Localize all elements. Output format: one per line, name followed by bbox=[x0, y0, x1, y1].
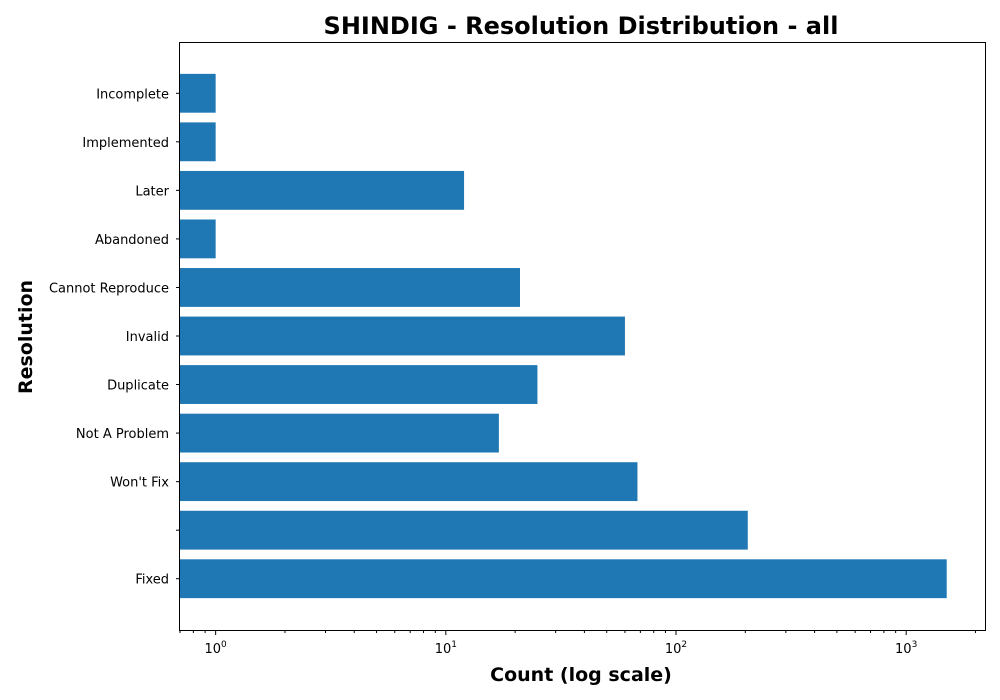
y-tick-label: Duplicate bbox=[107, 379, 169, 394]
x-tick-exponent: 2 bbox=[681, 640, 687, 650]
x-tick-label: 101 bbox=[435, 640, 457, 657]
x-tick-exponent: 1 bbox=[451, 640, 457, 650]
bar-cannot-reproduce bbox=[180, 268, 520, 307]
y-tick-label: Not A Problem bbox=[76, 427, 169, 442]
y-tick-label: Invalid bbox=[126, 330, 169, 345]
plot-frame bbox=[179, 42, 986, 631]
x-axis-ticks: 100 101 102 103 bbox=[179, 630, 976, 657]
x-tick-base: 10 bbox=[435, 642, 452, 657]
bar-invalid bbox=[180, 316, 625, 356]
bar-later bbox=[180, 170, 465, 210]
x-tick-label: 100 bbox=[205, 640, 228, 657]
x-tick-label: 103 bbox=[895, 640, 917, 657]
y-tick-label: Incomplete bbox=[96, 87, 169, 102]
x-tick-base: 10 bbox=[205, 642, 222, 657]
bar-won-t-fix bbox=[180, 462, 638, 502]
bar-not-a-problem bbox=[180, 413, 499, 453]
chart-title: SHINDIG - Resolution Distribution - all bbox=[324, 12, 839, 40]
x-tick-base: 10 bbox=[895, 642, 912, 657]
x-tick-exponent: 3 bbox=[912, 640, 918, 650]
y-tick-label: Abandoned bbox=[95, 233, 169, 248]
y-tick-label: Later bbox=[135, 184, 169, 199]
bars-group bbox=[180, 73, 947, 599]
y-tick-label: Implemented bbox=[82, 136, 169, 151]
bar-duplicate bbox=[180, 365, 538, 404]
y-tick-label: Fixed bbox=[135, 573, 169, 588]
y-axis-label: Resolution bbox=[15, 280, 37, 394]
x-tick-base: 10 bbox=[665, 642, 682, 657]
bar-abandoned bbox=[180, 219, 216, 259]
bar-fixed bbox=[180, 559, 947, 599]
x-tick-exponent: 0 bbox=[221, 640, 227, 650]
bar-incomplete bbox=[180, 73, 216, 113]
x-axis-label: Count (log scale) bbox=[490, 664, 672, 686]
bar-unlabeled bbox=[180, 510, 748, 550]
y-axis-ticks: Fixed Won't Fix Not A Problem Duplicate Inva… bbox=[49, 87, 180, 588]
x-tick-label: 102 bbox=[665, 640, 687, 657]
bar-implemented bbox=[180, 122, 216, 162]
y-tick-label: Cannot Reproduce bbox=[49, 281, 169, 296]
y-tick-label: Won't Fix bbox=[110, 476, 169, 491]
